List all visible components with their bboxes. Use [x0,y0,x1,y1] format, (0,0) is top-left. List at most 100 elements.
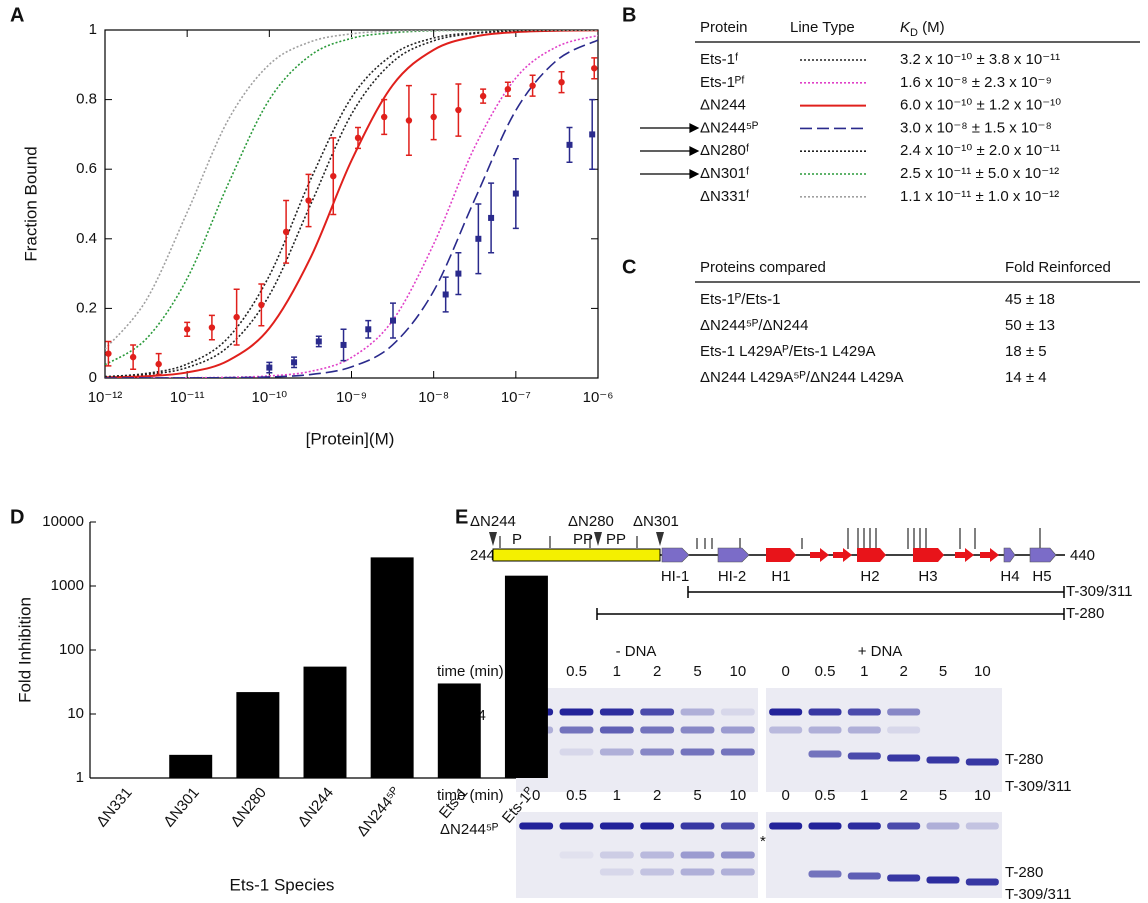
y-tick-label: 1000 [51,577,84,594]
band-label: T-280 [1005,864,1043,881]
x-tick-label: 10⁻¹² [88,389,123,406]
kd-label: 1.6 x 10⁻⁸ ± 2.3 x 10⁻⁹ [900,74,1052,91]
gel-band [640,822,675,830]
x-tick-label: 10⁻⁸ [418,389,449,406]
time-value: 1 [613,787,621,804]
table-cell: Ets-1 L429Aᴾ/Ets-1 L429A [700,343,876,360]
y-tick-label: 100 [59,641,84,658]
table-cell: 14 ± 4 [1005,369,1047,386]
y-tick-label: 10 [67,705,84,722]
gel-band [965,758,999,766]
condition-label: - DNA [616,643,657,660]
time-label: time (min) [437,787,504,804]
x-tick-label: ΔN244 [295,784,338,830]
bar [504,575,548,778]
data-point [455,106,462,114]
gel [766,688,1002,792]
curves [105,30,598,378]
x-tick-label: 10⁻⁶ [583,389,614,406]
gel-band [720,868,755,876]
gel-band [640,868,675,876]
gel-band [559,822,594,830]
kd-label: 3.0 x 10⁻⁸ ± 1.5 x 10⁻⁸ [900,119,1052,136]
data-point [233,313,240,321]
gel-band [926,876,960,884]
legend-header: Protein [700,19,748,36]
bar [169,754,213,778]
table-cell: ΔN244 L429A⁵ᴾ/ΔN244 L429A [700,369,904,386]
gel-band [559,748,594,756]
gel-band [599,868,634,876]
kd-label: 6.0 x 10⁻¹⁰ ± 1.2 x 10⁻¹⁰ [900,97,1061,114]
legend-label: Ets-1ᴾᶠ [700,74,745,91]
construct-label: ΔN244 [470,513,516,530]
x-tick-label: 10⁻¹⁰ [252,389,288,406]
data-point [430,113,437,121]
data-point [291,359,298,366]
data-point [258,301,265,309]
gel-band [640,708,675,716]
data-point [390,317,397,324]
gel-band [680,822,715,830]
arrows [640,123,700,179]
table-cell: 18 ± 5 [1005,343,1047,360]
fit-curve [105,30,598,378]
gel-band [640,726,675,734]
gel-band [847,752,881,760]
bar [437,683,481,778]
data-point [589,131,596,138]
data-point [266,364,273,371]
gel [516,812,758,898]
time-value: 5 [693,663,701,680]
band-marker: * [760,833,766,850]
data-point [208,324,216,331]
plot-frame [104,29,599,379]
data-point [558,79,565,86]
helix-label: HI-2 [718,568,746,585]
data-point [183,326,191,333]
data-point [591,65,598,72]
time-value: 5 [939,787,947,804]
fit-curve [105,30,598,378]
time-value: 2 [653,787,661,804]
helix-label: H2 [860,568,879,585]
fit-curve [105,30,598,366]
data-point [105,350,112,357]
gel-band [887,726,921,734]
gel-band [769,822,803,830]
time-value: 2 [899,663,907,680]
panel-label: C [622,256,636,278]
kd-label: 2.4 x 10⁻¹⁰ ± 2.0 x 10⁻¹¹ [900,142,1060,159]
time-value: 0.5 [815,663,836,680]
gel-band [887,754,921,762]
legend-label: ΔN244 [700,97,746,114]
table-cell: 50 ± 13 [1005,317,1055,334]
gel-band [720,822,755,830]
gel-band [680,851,715,859]
fit-curve [105,30,598,350]
data-point [365,326,372,333]
gel-band [847,872,881,880]
gel-band [599,708,634,716]
helix-label: H1 [771,568,790,585]
data-point [282,228,290,236]
time-value: 5 [939,663,947,680]
gel-band [519,822,554,830]
gel-band [808,726,842,734]
time-label: time (min) [437,663,504,680]
panel-label: E [455,506,468,528]
y-tick-label: 0.4 [76,230,97,247]
gel-band [808,822,842,830]
table-cell: Ets-1ᴾ/Ets-1 [700,291,780,308]
data-point [512,190,519,197]
gel-band [559,726,594,734]
gel-band [640,748,675,756]
data-point [340,341,347,348]
table-cell: ΔN244⁵ᴾ/ΔN244 [700,317,808,334]
data-point [380,113,388,121]
band-label: T-309/311 [1005,886,1071,903]
legend-label: ΔN331ᶠ [700,188,750,205]
fit-curve [105,39,598,378]
gel-band [847,726,881,734]
data-point [475,235,482,242]
